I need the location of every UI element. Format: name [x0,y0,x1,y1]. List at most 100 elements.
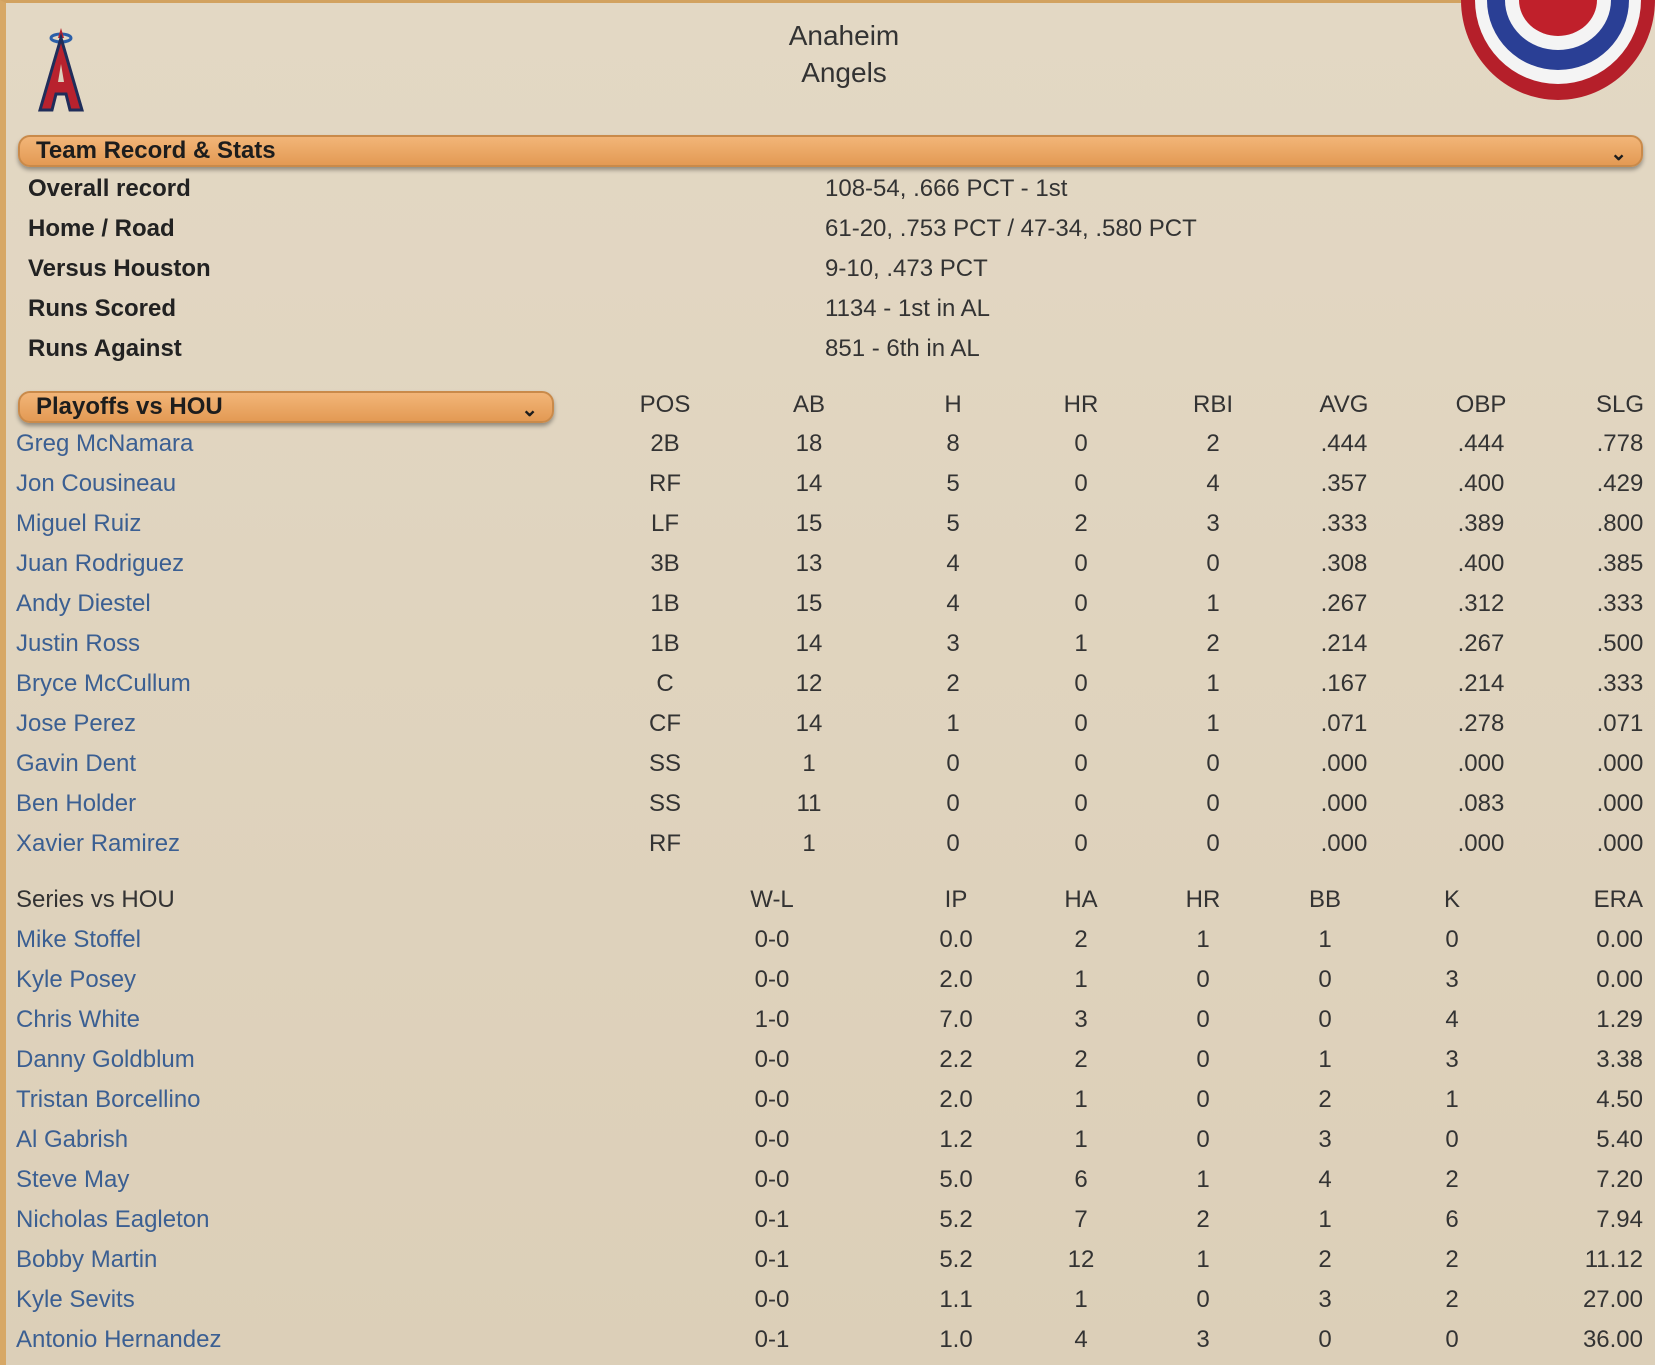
pitching-column-header[interactable]: BB [1308,886,1342,913]
batting-stat-cell: 0 [1074,430,1088,457]
pitching-stat-cell: 3 [1445,1046,1459,1073]
pitching-stat-cell: 1 [1318,1206,1332,1233]
batting-stat-cell: 0 [1074,790,1088,817]
batting-column-header[interactable]: POS [639,391,691,418]
pitching-stat-cell: 3.38 [1596,1046,1643,1073]
record-value: 851 - 6th in AL [825,335,980,362]
batting-stat-cell: 12 [795,670,823,697]
pitching-stat-cell: 3 [1196,1326,1210,1353]
pitching-stat-cell: 5.2 [939,1206,973,1233]
pitching-stat-cell: 0 [1318,966,1332,993]
pitching-stat-cell: 1 [1445,1086,1459,1113]
pitching-stat-cell: 2.0 [939,1086,973,1113]
batting-stat-cell: 0 [946,790,960,817]
pitching-stat-cell: 0 [1196,966,1210,993]
batting-stat-cell: .312 [1457,590,1505,617]
batting-split-dropdown[interactable]: Playoffs vs HOU ⌄ [18,391,554,423]
batting-stat-cell: .333 [1596,670,1644,697]
batting-stat-cell: C [656,670,674,697]
batting-stat-cell: 2 [1206,430,1220,457]
pitching-stat-cell: 0-0 [754,1046,790,1073]
batting-stat-cell: 1B [650,590,680,617]
batting-column-header[interactable]: OBP [1455,391,1507,418]
pitching-stat-cell: 3 [1318,1126,1332,1153]
batting-stat-cell: .444 [1457,430,1505,457]
batting-stat-cell: 0 [1206,550,1220,577]
pitching-stat-cell: 3 [1074,1006,1088,1033]
pitching-stat-cell: 0 [1445,926,1459,953]
pitching-column-header[interactable]: IP [944,886,968,913]
pitching-stat-cell: 2 [1445,1246,1459,1273]
player-link[interactable]: Justin Ross [16,630,141,657]
batting-stat-cell: 1 [1074,630,1088,657]
player-link[interactable]: Bryce McCullum [16,670,191,697]
batting-stat-cell: .214 [1320,630,1368,657]
player-link[interactable]: Xavier Ramirez [16,830,181,857]
pitcher-link[interactable]: Bobby Martin [16,1246,158,1273]
batting-stat-cell: .167 [1320,670,1368,697]
pitcher-link[interactable]: Al Gabrish [16,1126,129,1153]
batting-column-header[interactable]: AB [792,391,826,418]
pitching-column-header[interactable]: W-L [750,886,794,913]
batting-stat-cell: SS [648,790,682,817]
pitcher-link[interactable]: Danny Goldblum [16,1046,195,1073]
batting-stat-cell: .333 [1320,510,1368,537]
pitching-stat-cell: 7.94 [1596,1206,1643,1233]
pitcher-link[interactable]: Antonio Hernandez [16,1326,222,1353]
bunting-icon [1461,0,1655,100]
batting-stat-cell: 0 [1206,830,1220,857]
player-link[interactable]: Andy Diestel [16,590,151,617]
pitching-stat-cell: 1.1 [939,1286,973,1313]
batting-column-header[interactable]: SLG [1595,391,1645,418]
pitcher-link[interactable]: Chris White [16,1006,141,1033]
record-label: Versus Houston [28,255,211,282]
batting-stat-cell: .267 [1457,630,1505,657]
section-label: Team Record & Stats [36,137,276,164]
player-link[interactable]: Miguel Ruiz [16,510,142,537]
batting-column-header[interactable]: RBI [1192,391,1234,418]
pitching-column-header[interactable]: HA [1064,886,1098,913]
chevron-down-icon: ⌄ [1610,143,1627,165]
pitching-stat-cell: 7.0 [939,1006,973,1033]
batting-stat-cell: 0 [1074,710,1088,737]
player-link[interactable]: Juan Rodriguez [16,550,185,577]
batting-column-header[interactable]: AVG [1319,391,1369,418]
pitcher-link[interactable]: Nicholas Eagleton [16,1206,210,1233]
pitcher-link[interactable]: Steve May [16,1166,130,1193]
pitcher-link[interactable]: Tristan Borcellino [16,1086,201,1113]
pitching-stat-cell: 1 [1074,1126,1088,1153]
record-value: 9-10, .473 PCT [825,255,988,282]
pitching-stat-cell: 1 [1196,1166,1210,1193]
batting-stat-cell: .267 [1320,590,1368,617]
pitching-column-header[interactable]: K [1443,886,1461,913]
batting-stat-cell: 15 [795,510,823,537]
pitcher-link[interactable]: Kyle Posey [16,966,137,993]
batting-stat-cell: 1 [1206,710,1220,737]
batting-stat-cell: .071 [1596,710,1644,737]
player-link[interactable]: Gavin Dent [16,750,137,777]
pitching-column-header[interactable]: ERA [1593,886,1643,913]
player-link[interactable]: Ben Holder [16,790,137,817]
batting-stat-cell: .800 [1596,510,1644,537]
batting-stat-cell: 1 [802,830,816,857]
record-value: 108-54, .666 PCT - 1st [825,175,1068,202]
batting-stat-cell: 14 [795,630,823,657]
player-link[interactable]: Jon Cousineau [16,470,177,497]
batting-column-header[interactable]: H [944,391,962,418]
pitcher-link[interactable]: Kyle Sevits [16,1286,135,1313]
team-record-stats-dropdown[interactable]: Team Record & Stats ⌄ [18,135,1643,167]
batting-column-header[interactable]: HR [1063,391,1099,418]
pitching-stat-cell: 0-1 [754,1206,790,1233]
batting-stat-cell: .083 [1457,790,1505,817]
angels-logo-icon [38,28,84,112]
pitching-stat-cell: 27.00 [1582,1286,1643,1313]
batting-stat-cell: 0 [1206,790,1220,817]
batting-stat-cell: 14 [795,710,823,737]
player-link[interactable]: Jose Perez [16,710,137,737]
player-link[interactable]: Greg McNamara [16,430,194,457]
pitching-column-header[interactable]: HR [1185,886,1221,913]
pitching-stat-cell: 2 [1074,1046,1088,1073]
pitching-stat-cell: 3 [1318,1286,1332,1313]
pitcher-link[interactable]: Mike Stoffel [16,926,141,953]
